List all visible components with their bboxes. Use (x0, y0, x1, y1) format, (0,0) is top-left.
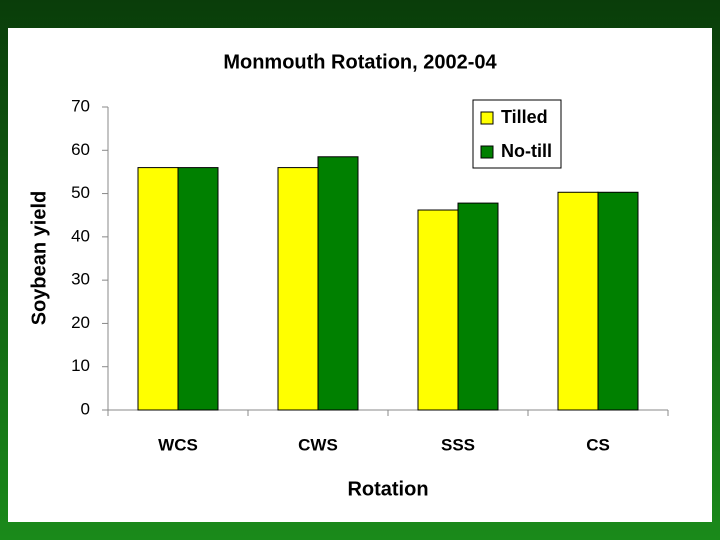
y-tick-label: 50 (71, 183, 90, 202)
bar (417, 209, 459, 411)
bar (457, 202, 499, 411)
y-tick-label: 70 (71, 96, 90, 115)
bar (137, 167, 179, 411)
bar (597, 191, 639, 411)
y-tick-label: 20 (71, 313, 90, 332)
y-tick-label: 10 (71, 356, 90, 375)
x-tick-label: SSS (441, 435, 475, 454)
x-tick-label: WCS (158, 435, 198, 454)
bar (177, 167, 219, 411)
bar (277, 167, 319, 411)
legend-swatch (480, 145, 494, 159)
y-tick-label: 40 (71, 226, 90, 245)
x-tick-label: CS (586, 435, 610, 454)
x-tick-label: CWS (298, 435, 338, 454)
legend-swatch (480, 111, 494, 125)
legend-label: No-till (501, 141, 552, 161)
y-axis-label: Soybean yield (28, 191, 50, 326)
y-tick-label: 30 (71, 270, 90, 289)
legend-label: Tilled (501, 107, 548, 127)
y-tick-label: 60 (71, 140, 90, 159)
bar (557, 191, 599, 411)
y-tick-label: 0 (81, 399, 90, 418)
chart-title: Monmouth Rotation, 2002-04 (223, 51, 497, 73)
bar (317, 156, 359, 411)
x-axis-label: Rotation (347, 478, 428, 500)
